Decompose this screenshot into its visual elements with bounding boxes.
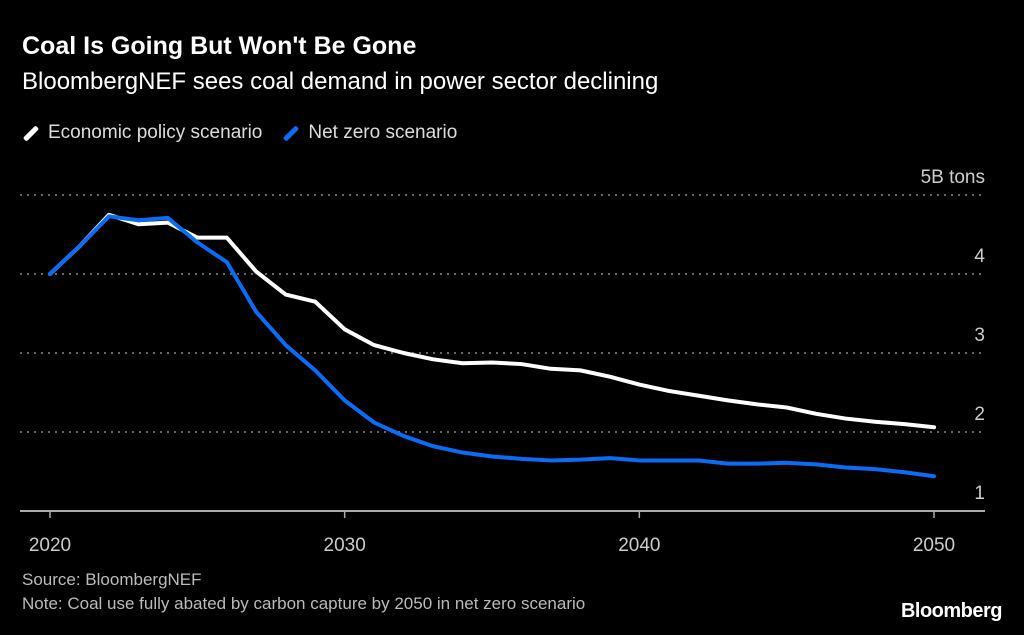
legend-item-economic: Economic policy scenario	[22, 122, 262, 144]
y-tick-label: 3	[974, 325, 985, 346]
legend-item-netzero: Net zero scenario	[282, 122, 457, 144]
x-tick-label: 2030	[324, 535, 366, 556]
legend-label-economic: Economic policy scenario	[48, 122, 263, 143]
chart-subtitle: BloombergNEF sees coal demand in power s…	[22, 68, 659, 95]
bloomberg-logo: Bloomberg	[900, 600, 1003, 622]
source-note: Source: BloombergNEF	[22, 570, 202, 589]
y-tick-label: 2	[974, 404, 985, 425]
economic-policy-line	[48, 212, 936, 430]
footnote: Note: Coal use fully abated by carbon ca…	[22, 594, 586, 613]
x-tick-label: 2040	[618, 535, 660, 556]
y-tick-label: 1	[974, 483, 985, 504]
y-tick-label: 4	[974, 246, 985, 267]
x-tick-label: 2020	[29, 535, 71, 556]
y-tick-label: 5B tons	[921, 167, 985, 188]
x-tick-label: 2050	[913, 535, 955, 556]
net-zero-line	[48, 214, 936, 479]
legend: Economic policy scenario Net zero scenar…	[22, 122, 457, 144]
chart-title: Coal Is Going But Won't Be Gone	[22, 32, 417, 60]
legend-label-netzero: Net zero scenario	[308, 122, 458, 143]
